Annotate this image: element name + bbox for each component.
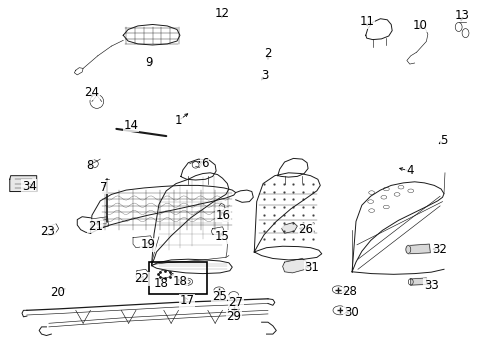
- Text: 5: 5: [439, 134, 447, 147]
- Text: 34: 34: [22, 180, 37, 193]
- Text: 13: 13: [454, 9, 468, 22]
- Text: 10: 10: [412, 19, 427, 32]
- Polygon shape: [407, 244, 429, 254]
- Text: 28: 28: [342, 285, 356, 298]
- Text: 4: 4: [405, 165, 413, 177]
- Text: 18: 18: [172, 275, 187, 288]
- Text: 9: 9: [145, 57, 153, 69]
- Text: 20: 20: [50, 286, 65, 299]
- Text: 6: 6: [200, 157, 208, 170]
- Polygon shape: [282, 258, 306, 273]
- Text: 2: 2: [264, 47, 271, 60]
- Text: 25: 25: [211, 291, 226, 303]
- Text: 27: 27: [228, 296, 243, 309]
- Text: 1: 1: [174, 114, 182, 127]
- Text: 8: 8: [85, 159, 93, 172]
- Text: 7: 7: [100, 181, 108, 194]
- Text: 32: 32: [431, 243, 446, 256]
- Text: 18: 18: [154, 277, 168, 290]
- Text: 12: 12: [215, 7, 229, 20]
- Text: 33: 33: [423, 279, 438, 292]
- Text: 17: 17: [179, 294, 194, 307]
- Text: 30: 30: [343, 306, 358, 319]
- Text: 23: 23: [41, 225, 55, 238]
- Bar: [149, 262, 206, 294]
- Text: 24: 24: [84, 86, 99, 99]
- Text: 31: 31: [304, 261, 319, 274]
- Text: 15: 15: [214, 230, 229, 243]
- Text: 29: 29: [226, 310, 241, 323]
- Text: 22: 22: [134, 273, 149, 285]
- Text: 19: 19: [140, 238, 155, 251]
- Text: 16: 16: [215, 209, 230, 222]
- Polygon shape: [410, 278, 427, 285]
- Ellipse shape: [405, 246, 410, 253]
- Text: 26: 26: [298, 223, 312, 236]
- Text: 14: 14: [123, 119, 138, 132]
- Text: 21: 21: [88, 220, 102, 233]
- Text: 3: 3: [261, 69, 268, 82]
- Text: 11: 11: [359, 15, 373, 28]
- Polygon shape: [281, 222, 297, 233]
- Polygon shape: [10, 176, 37, 192]
